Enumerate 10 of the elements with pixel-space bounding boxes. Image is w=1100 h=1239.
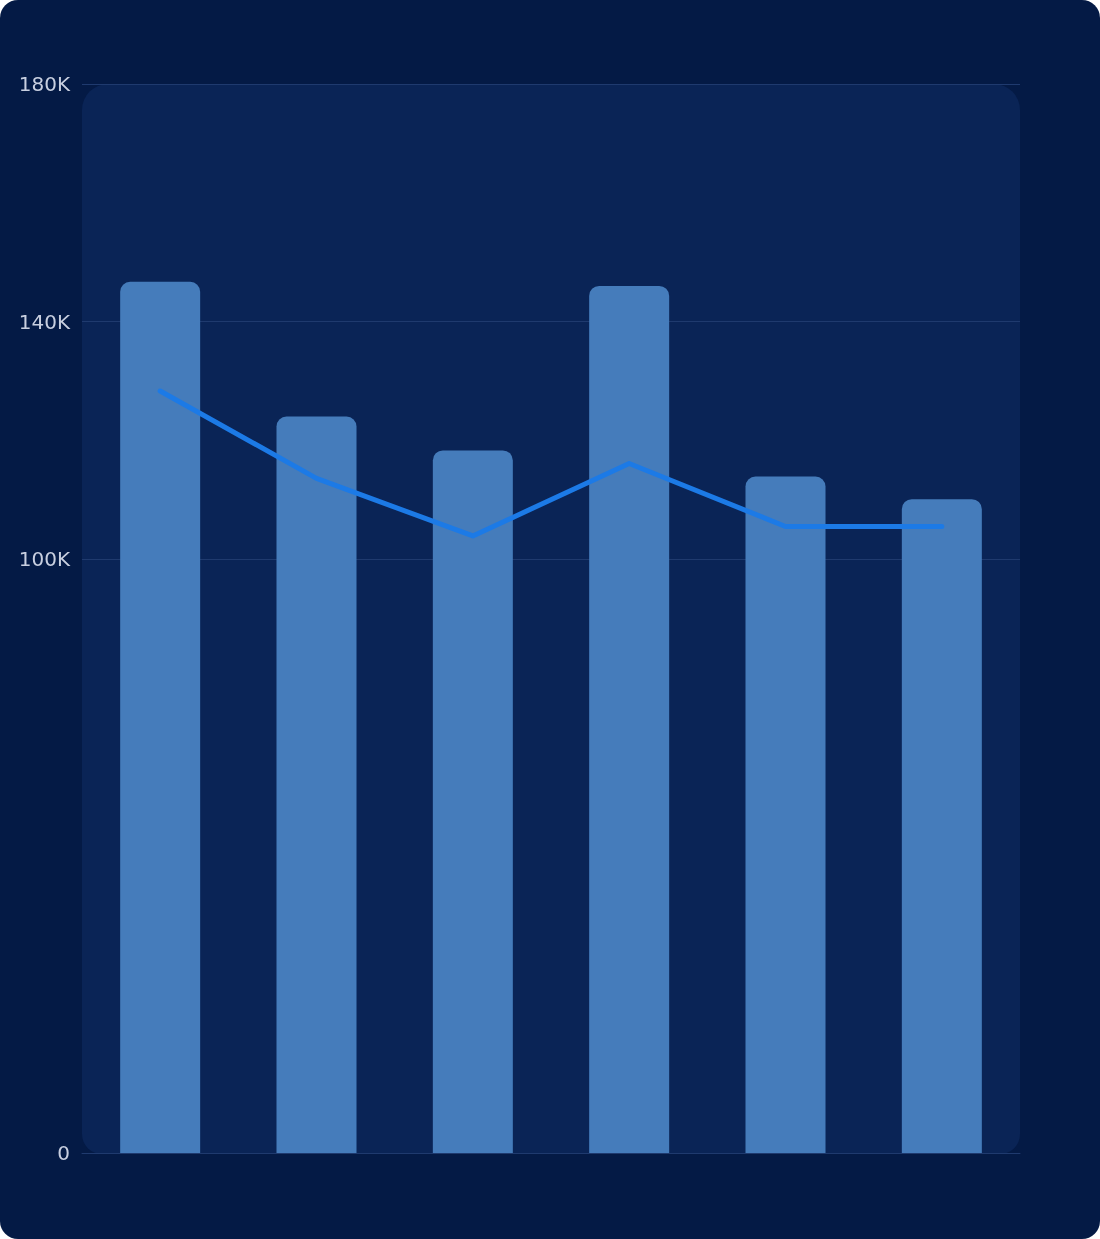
y-tick-label: 100K (18, 547, 71, 572)
y-tick-label: 140K (18, 309, 71, 334)
bar (120, 281, 201, 1153)
y-tick-label: 180K (18, 72, 71, 96)
bar (745, 476, 826, 1153)
y-tick-label: 0 (57, 1141, 70, 1165)
bar (276, 416, 357, 1153)
bar (589, 285, 670, 1153)
bar (901, 499, 982, 1153)
bar (432, 450, 513, 1153)
